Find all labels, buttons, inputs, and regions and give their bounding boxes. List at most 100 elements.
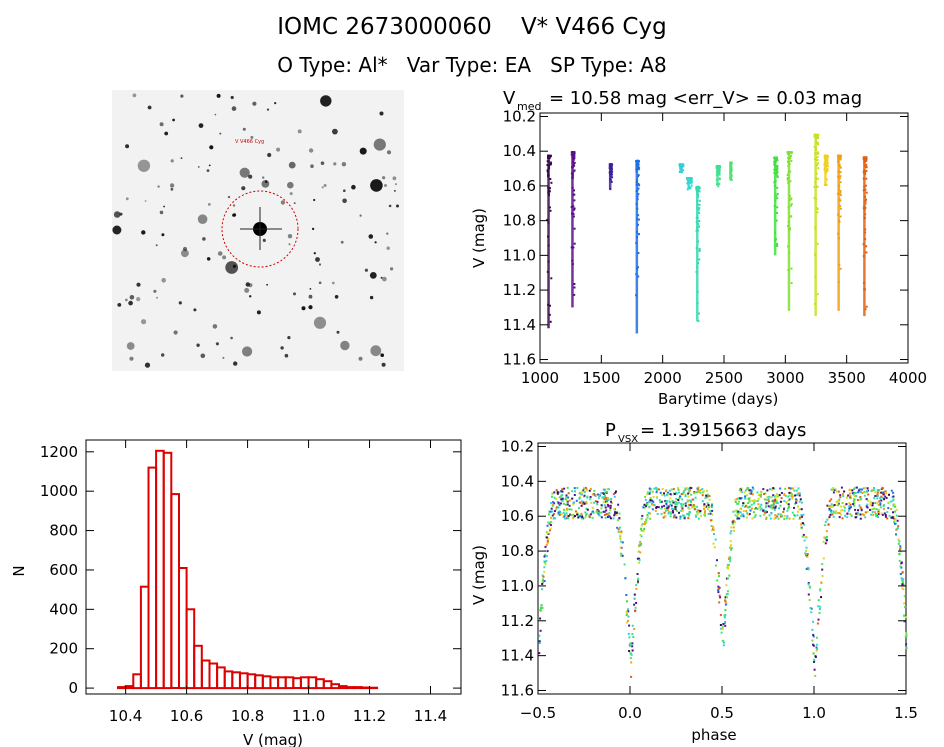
lc-point: [697, 190, 700, 193]
ph-point: [579, 496, 582, 499]
ph-point: [691, 505, 694, 508]
ph-point: [834, 503, 837, 506]
ph-point: [667, 512, 670, 515]
lc-point: [864, 238, 867, 240]
lc-point: [687, 180, 690, 183]
ph-point: [739, 511, 742, 514]
ph-point: [901, 587, 904, 590]
ph-point: [737, 510, 740, 513]
lc-point: [825, 158, 828, 161]
lc-point: [678, 163, 681, 166]
ph-point: [603, 498, 606, 501]
lc-point: [547, 303, 550, 306]
lc-point: [637, 163, 640, 166]
lc-point: [815, 136, 818, 138]
ph-point: [742, 502, 745, 505]
lc-point: [609, 163, 612, 166]
lc-point: [729, 163, 732, 166]
ph-point: [660, 512, 663, 515]
ph-point: [898, 559, 901, 562]
ph-point: [541, 583, 544, 585]
lc-point: [717, 165, 719, 168]
hist-bar: [185, 608, 196, 690]
ph-point: [649, 501, 652, 504]
ph-point: [742, 513, 745, 516]
ph-point: [553, 496, 556, 499]
ph-point: [615, 513, 618, 516]
ph-point: [653, 503, 656, 506]
lc-point: [839, 156, 842, 159]
histogram-ylabel: N: [10, 565, 28, 576]
lc-point: [636, 167, 639, 170]
lc-point: [549, 155, 552, 158]
lc-point: [697, 320, 700, 322]
ph-point: [586, 495, 589, 498]
lc-point: [549, 155, 552, 158]
ph-point: [651, 503, 654, 506]
ph-point: [779, 500, 782, 503]
ph-point: [749, 505, 751, 508]
lc-point: [774, 168, 777, 171]
lc-point: [697, 222, 700, 225]
ph-point: [779, 515, 782, 518]
ph-point: [666, 493, 669, 495]
ph-point: [754, 514, 757, 517]
ph-point: [857, 489, 860, 492]
ph-point: [813, 658, 816, 661]
lc-point: [825, 161, 828, 163]
lc-point: [689, 177, 692, 180]
ph-point: [770, 512, 773, 515]
ph-point: [604, 496, 607, 499]
ph-point: [810, 607, 813, 610]
ph-point: [567, 515, 570, 518]
lc-point: [838, 198, 841, 201]
finder-star: [321, 186, 324, 189]
ph-point: [853, 491, 856, 494]
lc-point: [696, 186, 699, 189]
ph-point: [723, 615, 726, 618]
ph-point: [561, 494, 564, 496]
ph-point: [753, 499, 756, 502]
ph-point: [681, 498, 684, 501]
ph-point: [853, 504, 856, 507]
lc-point: [688, 178, 691, 181]
ph-point: [732, 510, 735, 513]
lc-point: [773, 161, 776, 164]
ph-point: [695, 515, 697, 518]
ph-point: [578, 507, 580, 510]
finder-star: [215, 342, 219, 346]
lc-point: [679, 163, 682, 166]
lc-point: [865, 163, 868, 166]
ph-point: [899, 565, 902, 568]
lc-point: [824, 159, 827, 162]
finder-star: [340, 240, 344, 244]
ph-point: [697, 489, 700, 492]
lc-point: [718, 165, 721, 168]
ph-point: [559, 502, 562, 505]
ph-point: [566, 500, 569, 503]
lc-point: [637, 165, 639, 168]
lc-point: [837, 188, 840, 191]
ph-point: [616, 511, 618, 514]
ph-point: [633, 597, 636, 600]
finder-star: [242, 127, 246, 131]
finder-star: [320, 95, 332, 107]
ph-point: [600, 492, 603, 495]
finder-star: [308, 305, 313, 310]
ph-point: [800, 508, 803, 511]
ph-point: [588, 515, 591, 518]
ph-point: [806, 553, 809, 556]
lc-season: [729, 161, 732, 179]
lc-point: [637, 168, 640, 171]
finder-star: [293, 292, 296, 296]
finder-star: [370, 345, 382, 357]
ph-point: [717, 585, 720, 588]
ph-point: [742, 510, 745, 512]
ph-point: [584, 486, 587, 489]
lc-point: [718, 165, 721, 168]
lc-point: [775, 156, 778, 159]
ph-point: [837, 500, 840, 502]
ph-point: [766, 496, 769, 499]
ph-point: [618, 517, 621, 519]
finder-star: [374, 241, 377, 244]
